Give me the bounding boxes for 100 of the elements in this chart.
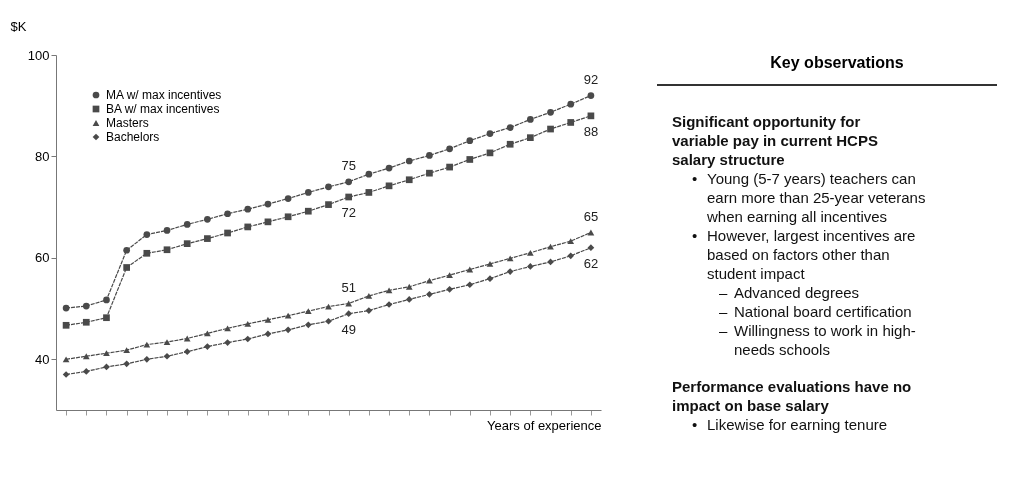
- point: [527, 263, 534, 270]
- point: [82, 353, 90, 360]
- point: [204, 215, 211, 223]
- data-label: 62: [583, 255, 599, 271]
- point: [264, 200, 272, 208]
- point: [123, 360, 130, 368]
- point: [264, 330, 272, 338]
- point: [385, 287, 393, 294]
- text: Significant opportunity for variable pay in current HCPS salary structure: [672, 113, 878, 168]
- point: [103, 363, 110, 371]
- point: [405, 296, 413, 303]
- y-tick-label: 60: [35, 250, 50, 266]
- point: [405, 283, 413, 290]
- point: [62, 304, 70, 312]
- point: [325, 317, 332, 325]
- point: [163, 352, 171, 360]
- point: [405, 176, 413, 184]
- point: [486, 130, 494, 137]
- point: [224, 229, 231, 237]
- data-label: 49: [341, 321, 356, 337]
- point: [567, 100, 575, 108]
- point: [426, 152, 433, 159]
- point: [466, 137, 474, 145]
- text: Key observations: [770, 54, 904, 71]
- point: [446, 272, 453, 279]
- point: [103, 350, 110, 357]
- point: [506, 268, 514, 275]
- point: [587, 244, 595, 252]
- point: [224, 339, 231, 346]
- point: [486, 275, 494, 282]
- text: • Likewise for earning tenure: [692, 416, 888, 433]
- y-tick-label: 40: [35, 351, 50, 367]
- point: [527, 134, 534, 142]
- point: [244, 320, 252, 327]
- point: [143, 231, 151, 238]
- point: [567, 119, 575, 126]
- point: [587, 92, 595, 99]
- point: [284, 213, 292, 221]
- text: – Willingness to work in high-needs schools: [719, 322, 916, 358]
- point: [466, 156, 474, 163]
- point: [325, 201, 332, 208]
- point: [365, 189, 373, 196]
- point: [567, 252, 575, 260]
- point: [284, 312, 292, 319]
- point: [486, 261, 494, 267]
- point: [183, 348, 191, 356]
- point: [304, 321, 312, 329]
- point: [163, 246, 171, 254]
- point: [224, 210, 231, 218]
- point: [567, 238, 575, 245]
- point: [426, 169, 433, 177]
- point: [365, 292, 373, 299]
- point: [204, 343, 211, 350]
- data-label: 51: [341, 279, 356, 295]
- point: [385, 182, 393, 190]
- point: [82, 302, 90, 310]
- point: [506, 124, 514, 131]
- data-label: 92: [583, 71, 599, 87]
- y-axis-title: $K: [10, 18, 27, 34]
- point: [547, 125, 554, 133]
- point: [547, 108, 554, 116]
- point: [103, 296, 110, 304]
- point: [123, 347, 130, 354]
- point: [304, 308, 312, 315]
- point: [244, 223, 252, 231]
- data-label: 65: [583, 208, 599, 224]
- text: Performance evaluations have no impact on base salary: [672, 378, 912, 414]
- point: [304, 189, 312, 196]
- point: [446, 163, 453, 171]
- point: [506, 140, 514, 148]
- point: [62, 356, 70, 363]
- point: [62, 321, 70, 329]
- point: [264, 316, 272, 323]
- point: [183, 221, 191, 228]
- point: [244, 335, 252, 343]
- data-label: 75: [341, 157, 356, 173]
- point: [405, 157, 413, 165]
- point: [103, 314, 110, 322]
- text: • Young (5-7 years) teachers can earn more than 25-year veterans when earning all incentives: [692, 170, 926, 225]
- point: [426, 291, 433, 298]
- point: [244, 205, 252, 213]
- point: [365, 307, 373, 314]
- point: [204, 330, 211, 337]
- point: [183, 240, 191, 248]
- point: [284, 195, 292, 202]
- point: [385, 164, 393, 172]
- point: [345, 193, 353, 201]
- point: [446, 145, 453, 153]
- y-tick-label: 100: [27, 47, 50, 63]
- data-label: 88: [583, 123, 599, 139]
- point: [143, 249, 151, 257]
- point: [163, 227, 171, 234]
- y-tick-label: 80: [35, 148, 50, 164]
- point: [82, 318, 90, 326]
- point: [527, 116, 534, 123]
- legend-label: Masters: [106, 116, 149, 130]
- point: [426, 277, 433, 284]
- x-axis-title: Years of experience: [487, 418, 602, 433]
- point: [82, 368, 90, 375]
- point: [304, 207, 312, 215]
